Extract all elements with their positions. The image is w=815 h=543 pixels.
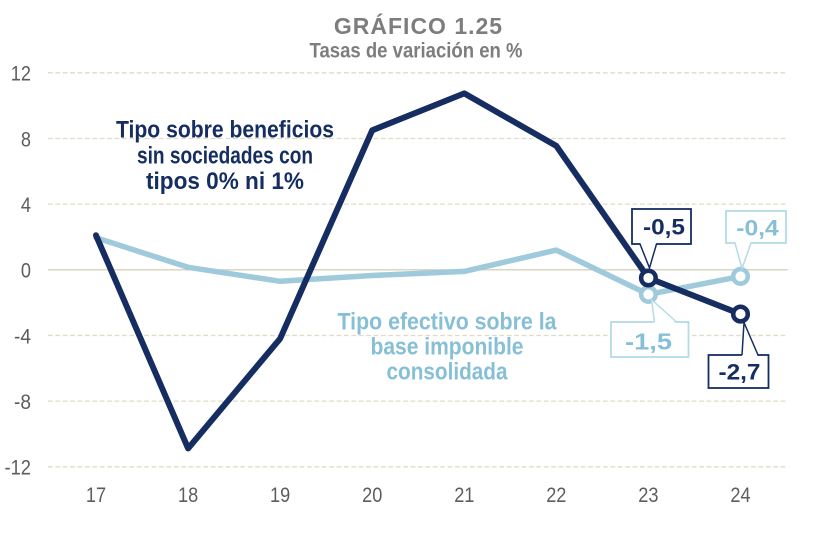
- svg-text:-4: -4: [14, 324, 31, 348]
- svg-text:-2,7: -2,7: [719, 360, 761, 385]
- svg-text:19: 19: [270, 483, 290, 507]
- svg-text:-0,4: -0,4: [736, 216, 779, 241]
- svg-text:18: 18: [178, 483, 198, 507]
- svg-text:4: 4: [21, 193, 31, 217]
- svg-text:consolidada: consolidada: [387, 359, 509, 386]
- svg-text:-0,5: -0,5: [643, 215, 685, 240]
- svg-text:17: 17: [86, 483, 106, 507]
- svg-text:8: 8: [21, 127, 31, 151]
- svg-text:24: 24: [730, 483, 750, 507]
- svg-text:20: 20: [362, 483, 382, 507]
- svg-text:GRÁFICO 1.25: GRÁFICO 1.25: [334, 12, 503, 39]
- svg-text:0: 0: [21, 259, 31, 283]
- svg-text:23: 23: [638, 483, 658, 507]
- svg-text:base imponible: base imponible: [371, 334, 524, 361]
- svg-text:Tasas de variación en %: Tasas de variación en %: [310, 40, 523, 63]
- svg-text:-8: -8: [14, 390, 31, 414]
- svg-text:22: 22: [546, 483, 566, 507]
- svg-text:12: 12: [11, 62, 31, 86]
- svg-text:-1,5: -1,5: [625, 329, 672, 355]
- svg-text:-12: -12: [5, 456, 32, 480]
- svg-text:sin sociedades con: sin sociedades con: [137, 142, 313, 169]
- svg-text:Tipo sobre beneficios: Tipo sobre beneficios: [116, 116, 334, 143]
- svg-text:21: 21: [454, 483, 474, 507]
- svg-text:tipos 0% ni 1%: tipos 0% ni 1%: [146, 168, 304, 195]
- svg-text:Tipo efectivo sobre la: Tipo efectivo sobre la: [338, 309, 558, 336]
